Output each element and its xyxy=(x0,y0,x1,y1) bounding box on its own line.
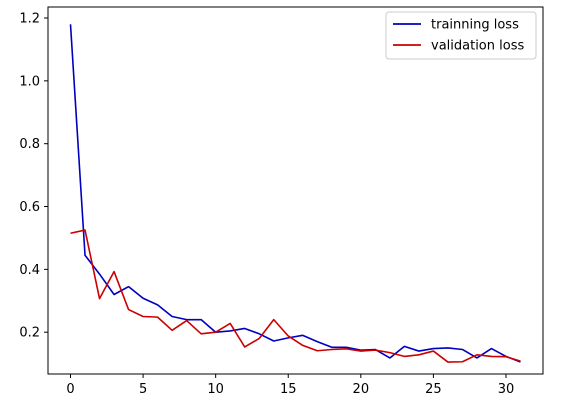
y-tick-label: 0.2 xyxy=(19,326,40,341)
x-axis-ticks: 0 5 10 15 20 25 30 xyxy=(66,374,514,397)
series-line-validation-loss xyxy=(70,229,521,363)
legend-label: trainning loss xyxy=(431,18,519,33)
legend-label: validation loss xyxy=(431,39,524,54)
x-tick-label: 5 xyxy=(139,382,147,397)
x-tick-label: 10 xyxy=(207,382,224,397)
y-tick-label: 1.2 xyxy=(19,11,40,26)
x-tick-label: 20 xyxy=(353,382,370,397)
y-tick-label: 0.6 xyxy=(19,200,40,215)
legend-box xyxy=(385,11,537,60)
legend: trainning loss validation loss xyxy=(385,11,537,60)
y-tick-label: 1.0 xyxy=(19,74,40,89)
x-tick-label: 30 xyxy=(498,382,515,397)
series-line-training-loss xyxy=(69,24,521,363)
plot-lines xyxy=(69,24,521,363)
y-axis-ticks: 0.2 0.4 0.6 0.8 1.0 1.2 xyxy=(19,11,48,341)
x-tick-label: 15 xyxy=(280,382,297,397)
axes-frame xyxy=(47,6,544,375)
x-tick-label: 25 xyxy=(425,382,442,397)
x-tick-label: 0 xyxy=(66,382,74,397)
y-tick-label: 0.8 xyxy=(19,137,40,152)
y-tick-label: 0.4 xyxy=(19,263,40,278)
